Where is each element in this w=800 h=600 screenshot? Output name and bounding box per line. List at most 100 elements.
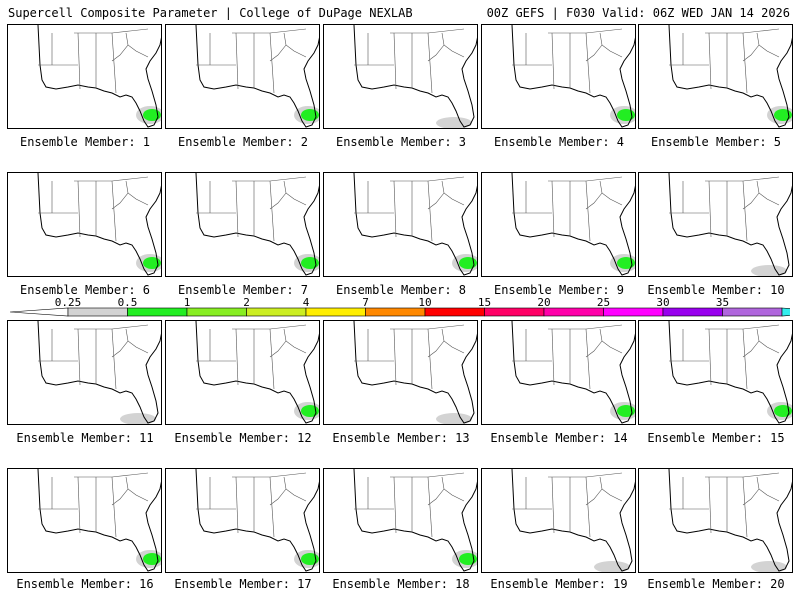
colorbar-tick-label: 1 [184,296,191,309]
member-label: Ensemble Member: 9 [493,283,625,297]
member-label: Ensemble Member: 19 [490,577,628,591]
scp-shading [751,561,787,572]
ensemble-panel [481,172,636,277]
us-southeast-map [668,321,792,424]
colorbar-segment [365,307,426,317]
us-southeast-map [511,469,635,572]
scp-shading [436,413,472,424]
us-southeast-map [195,173,319,276]
us-southeast-map [195,25,319,128]
ensemble-panel [481,320,636,425]
us-southeast-map [195,469,319,572]
member-label: Ensemble Member: 20 [647,577,785,591]
ensemble-panel [7,468,162,573]
colorbar-tick-label: 0.25 [55,296,82,309]
ensemble-panel [7,320,162,425]
us-southeast-map [511,173,635,276]
colorbar-tick-label: 10 [418,296,431,309]
colorbar-segment [67,307,128,317]
member-label: Ensemble Member: 14 [490,431,628,445]
colorbar-segment [246,307,307,317]
member-label: Ensemble Member: 17 [174,577,312,591]
member-label: Ensemble Member: 10 [647,283,785,297]
scp-shading [617,405,635,417]
us-southeast-map [37,25,161,128]
scp-shading [459,553,477,565]
colorbar-segment [424,307,485,317]
scp-shading [436,117,472,128]
us-southeast-map [37,321,161,424]
scp-shading [774,405,792,417]
colorbar-segment [305,307,366,317]
us-southeast-map [511,25,635,128]
member-label: Ensemble Member: 1 [19,135,151,149]
ensemble-panel [7,172,162,277]
ensemble-panel [165,320,320,425]
colorbar-segment [722,307,783,317]
member-label: Ensemble Member: 3 [335,135,467,149]
member-label: Ensemble Member: 4 [493,135,625,149]
ensemble-panel [481,468,636,573]
scp-shading [301,405,319,417]
colorbar-segment [484,307,545,317]
ensemble-panel [323,24,478,129]
member-label: Ensemble Member: 2 [177,135,309,149]
scp-shading [301,257,319,269]
colorbar-segment [127,307,188,317]
colorbar-tick-label: 0.5 [118,296,138,309]
colorbar-arrow-left [10,307,69,317]
colorbar-segment [186,307,247,317]
scp-shading [143,257,161,269]
ensemble-panel [165,172,320,277]
member-label: Ensemble Member: 13 [332,431,470,445]
member-label: Ensemble Member: 6 [19,283,151,297]
us-southeast-map [37,173,161,276]
colorbar-tick-label: 25 [597,296,610,309]
us-southeast-map [353,321,477,424]
member-label: Ensemble Member: 12 [174,431,312,445]
ensemble-panel [323,468,478,573]
scp-shading [774,109,792,121]
colorbar-tick-label: 20 [537,296,550,309]
scp-shading [120,413,156,424]
scp-shading [751,265,787,276]
colorbar-tick-label: 2 [243,296,250,309]
us-southeast-map [668,173,792,276]
scp-shading [459,257,477,269]
us-southeast-map [353,173,477,276]
scp-shading [143,109,161,121]
colorbar: 0.25 0.5 1 2 4 7 10 15 20 25 30 35 [10,296,790,317]
us-southeast-map [353,25,477,128]
ensemble-panel [323,320,478,425]
ensemble-panel [165,24,320,129]
member-label: Ensemble Member: 8 [335,283,467,297]
page-title: Supercell Composite Parameter | College … [8,6,413,20]
colorbar-arrow-right [781,307,790,317]
member-label: Ensemble Member: 15 [647,431,785,445]
scp-shading [301,553,319,565]
member-label: Ensemble Member: 18 [332,577,470,591]
us-southeast-map [195,321,319,424]
scp-shading [143,553,161,565]
scp-shading [617,257,635,269]
colorbar-tick-label: 35 [716,296,729,309]
member-label: Ensemble Member: 7 [177,283,309,297]
scp-shading [301,109,319,121]
ensemble-panel [323,172,478,277]
colorbar-segment [662,307,723,317]
ensemble-panel [638,320,793,425]
member-label: Ensemble Member: 5 [650,135,782,149]
ensemble-panel [7,24,162,129]
us-southeast-map [353,469,477,572]
member-label: Ensemble Member: 11 [16,431,154,445]
ensemble-panel [638,24,793,129]
ensemble-panel [165,468,320,573]
colorbar-tick-label: 30 [656,296,669,309]
us-southeast-map [511,321,635,424]
us-southeast-map [668,469,792,572]
colorbar-tick-label: 4 [303,296,310,309]
colorbar-segment [543,307,604,317]
run-info: 00Z GEFS | F030 Valid: 06Z WED JAN 14 20… [486,6,790,20]
us-southeast-map [668,25,792,128]
colorbar-tick-label: 7 [362,296,369,309]
